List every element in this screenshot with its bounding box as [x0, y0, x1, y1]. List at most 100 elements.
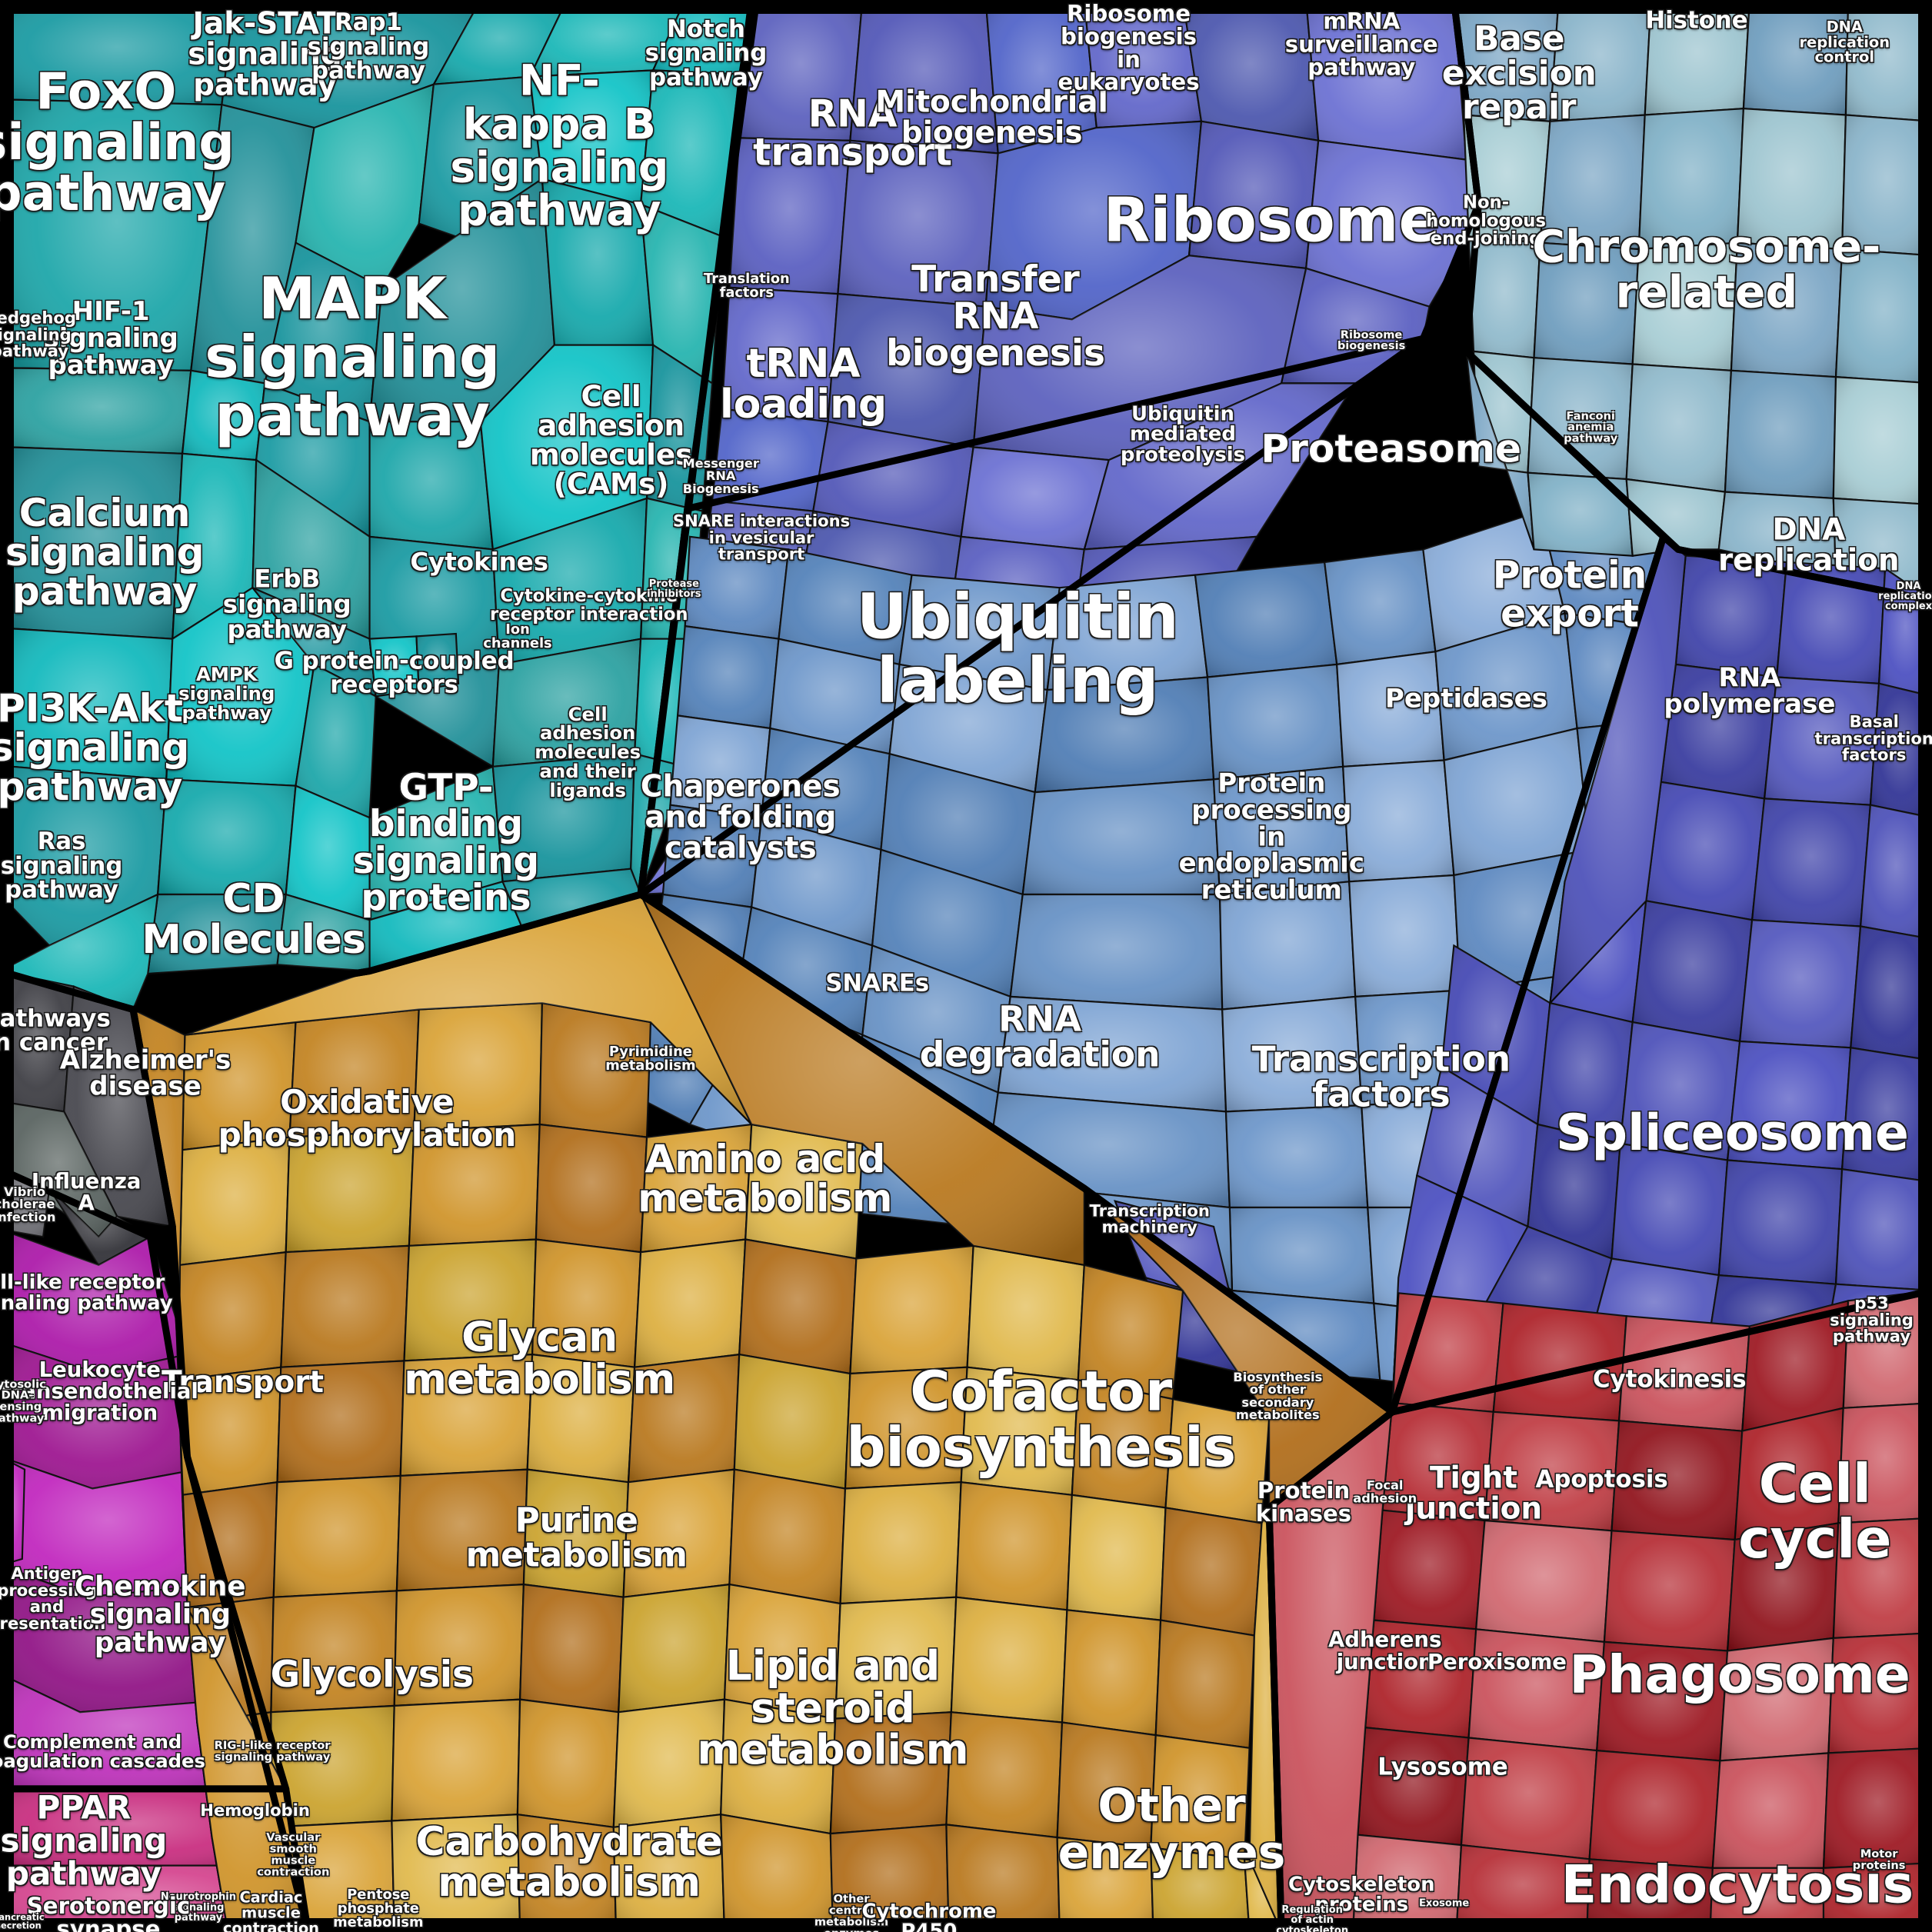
- cell-label: Chromosome- related: [1532, 220, 1881, 318]
- cell-label: Amino acid metabolism: [638, 1135, 893, 1221]
- cell-label: Histone: [1645, 5, 1748, 34]
- cell-gloss: [1764, 677, 1880, 805]
- cell-gloss: [1084, 0, 1201, 128]
- cell-gloss: [1850, 926, 1932, 1061]
- cell-gloss: [492, 638, 641, 767]
- cell-label: SNAREs: [825, 969, 930, 998]
- cell-label: G protein-coupled receptors: [274, 647, 515, 699]
- cell-gloss: [734, 1354, 851, 1489]
- cell-gloss: [527, 1354, 635, 1483]
- cell-label: Messenger RNA Biogenesis: [682, 455, 759, 496]
- cell-gloss: [1435, 613, 1577, 761]
- cell-gloss: [1349, 875, 1461, 997]
- cell-gloss: [1527, 1124, 1621, 1259]
- cell-gloss: [635, 1239, 746, 1367]
- cell-gloss: [724, 1584, 841, 1719]
- cell-label: Ribosome: [1103, 184, 1441, 256]
- cell-gloss: [729, 138, 851, 295]
- cell-label: Hedgehog signaling pathway: [0, 308, 76, 361]
- cell-label: Cofactor biosynthesis: [846, 1359, 1237, 1479]
- cell-gloss: [252, 588, 376, 697]
- cell-gloss: [265, 242, 382, 422]
- cell-gloss: [64, 986, 173, 1227]
- cell-gloss: [285, 1131, 415, 1253]
- cell-label: RNA degradation: [919, 998, 1161, 1076]
- cell-label: Endocytosis: [1561, 1854, 1914, 1915]
- cell-gloss: [1597, 1641, 1728, 1761]
- cell-gloss: [641, 204, 722, 384]
- cell-gloss: [1222, 996, 1362, 1112]
- cell-gloss: [1537, 1003, 1633, 1144]
- cell-gloss: [277, 1361, 405, 1483]
- cell-gloss: [0, 1101, 118, 1237]
- cell-gloss: [416, 634, 458, 691]
- cell-gloss: [721, 1814, 833, 1932]
- group-outline-immune: [0, 1165, 290, 1793]
- cell-gloss: [1493, 1303, 1627, 1421]
- cell-label: mRNA surveillance pathway: [1284, 8, 1438, 81]
- cell-label: Glycan metabolism: [404, 1312, 676, 1404]
- cell-gloss: [523, 1469, 628, 1597]
- cell-gloss: [1464, 115, 1551, 243]
- cell-gloss: [408, 1124, 540, 1246]
- cell-gloss: [480, 345, 654, 550]
- cell-label: Chemokine signaling pathway: [75, 1571, 246, 1659]
- cell-label: GTP- binding signaling proteins: [352, 766, 540, 920]
- cell-label: Pyrimidine metabolism: [605, 1044, 696, 1074]
- cell-label: Transfer RNA biogenesis: [885, 258, 1105, 375]
- cell-gloss: [1824, 1747, 1932, 1868]
- cell-gloss: [1743, 0, 1849, 115]
- cell-label: Transcription machinery: [1089, 1201, 1210, 1237]
- cell-gloss: [1454, 0, 1559, 122]
- cell-gloss: [641, 70, 740, 237]
- cell-gloss: [1226, 1105, 1368, 1208]
- cell-gloss: [166, 588, 315, 786]
- cell-gloss: [1461, 1737, 1597, 1860]
- cell-gloss: [285, 785, 370, 921]
- cell-gloss: [830, 1824, 949, 1932]
- cell-gloss: [369, 766, 503, 921]
- cell-gloss: [1833, 377, 1932, 505]
- cell-label: Ubiquitin labeling: [856, 581, 1179, 717]
- cell-gloss: [1527, 358, 1633, 479]
- cell-gloss: [967, 1245, 1084, 1381]
- cell-gloss: [985, 121, 1201, 320]
- cell-gloss: [835, 1597, 957, 1719]
- cell-gloss: [1208, 664, 1344, 780]
- cell-gloss: [1353, 1834, 1461, 1932]
- cell-gloss: [1646, 781, 1765, 921]
- cell-gloss: [185, 894, 752, 1124]
- cell-gloss: [433, 0, 567, 85]
- cell-gloss: [1710, 1867, 1824, 1932]
- cell-label: Base excision repair: [1441, 19, 1597, 128]
- cell-gloss: [961, 1367, 1078, 1495]
- cell-gloss: [1444, 728, 1590, 875]
- cell-gloss: [1534, 242, 1639, 365]
- cell-label: Toll-like receptor signaling pathway: [0, 1271, 173, 1315]
- cell-gloss: [1337, 651, 1444, 767]
- cell-label: Apoptosis: [1535, 1465, 1668, 1494]
- cell-label: Serotonergic synapse: [26, 1892, 191, 1932]
- cell-label: Protein kinases: [1255, 1477, 1352, 1527]
- cell-label: Biosynthesis of other secondary metaboli…: [1233, 1369, 1323, 1423]
- cell-gloss: [1604, 1531, 1735, 1651]
- cell-gloss: [418, 76, 542, 237]
- cell-gloss: [0, 1788, 265, 1866]
- cell-label: Cardiac muscle contraction: [222, 1888, 319, 1932]
- cell-gloss: [1626, 479, 1725, 556]
- cell-label: Adherens junction: [1328, 1627, 1442, 1674]
- cell-label: Pancreatic secretion: [0, 1912, 45, 1931]
- cell-gloss: [1737, 108, 1846, 249]
- cell-gloss: [133, 1009, 188, 1607]
- cell-gloss: [1730, 242, 1843, 378]
- cell-label: MAPK signaling pathway: [205, 265, 501, 450]
- cell-label: Mitochondrial biogenesis: [875, 85, 1108, 150]
- cell-label: Cytosolic DNA- sensing pathway: [0, 1377, 46, 1425]
- cell-gloss: [1365, 1620, 1477, 1738]
- cell-gloss: [295, 84, 434, 288]
- cell-gloss: [1057, 1722, 1156, 1848]
- cell-label: AMPK signaling pathway: [178, 662, 275, 724]
- cell-gloss: [539, 1003, 651, 1138]
